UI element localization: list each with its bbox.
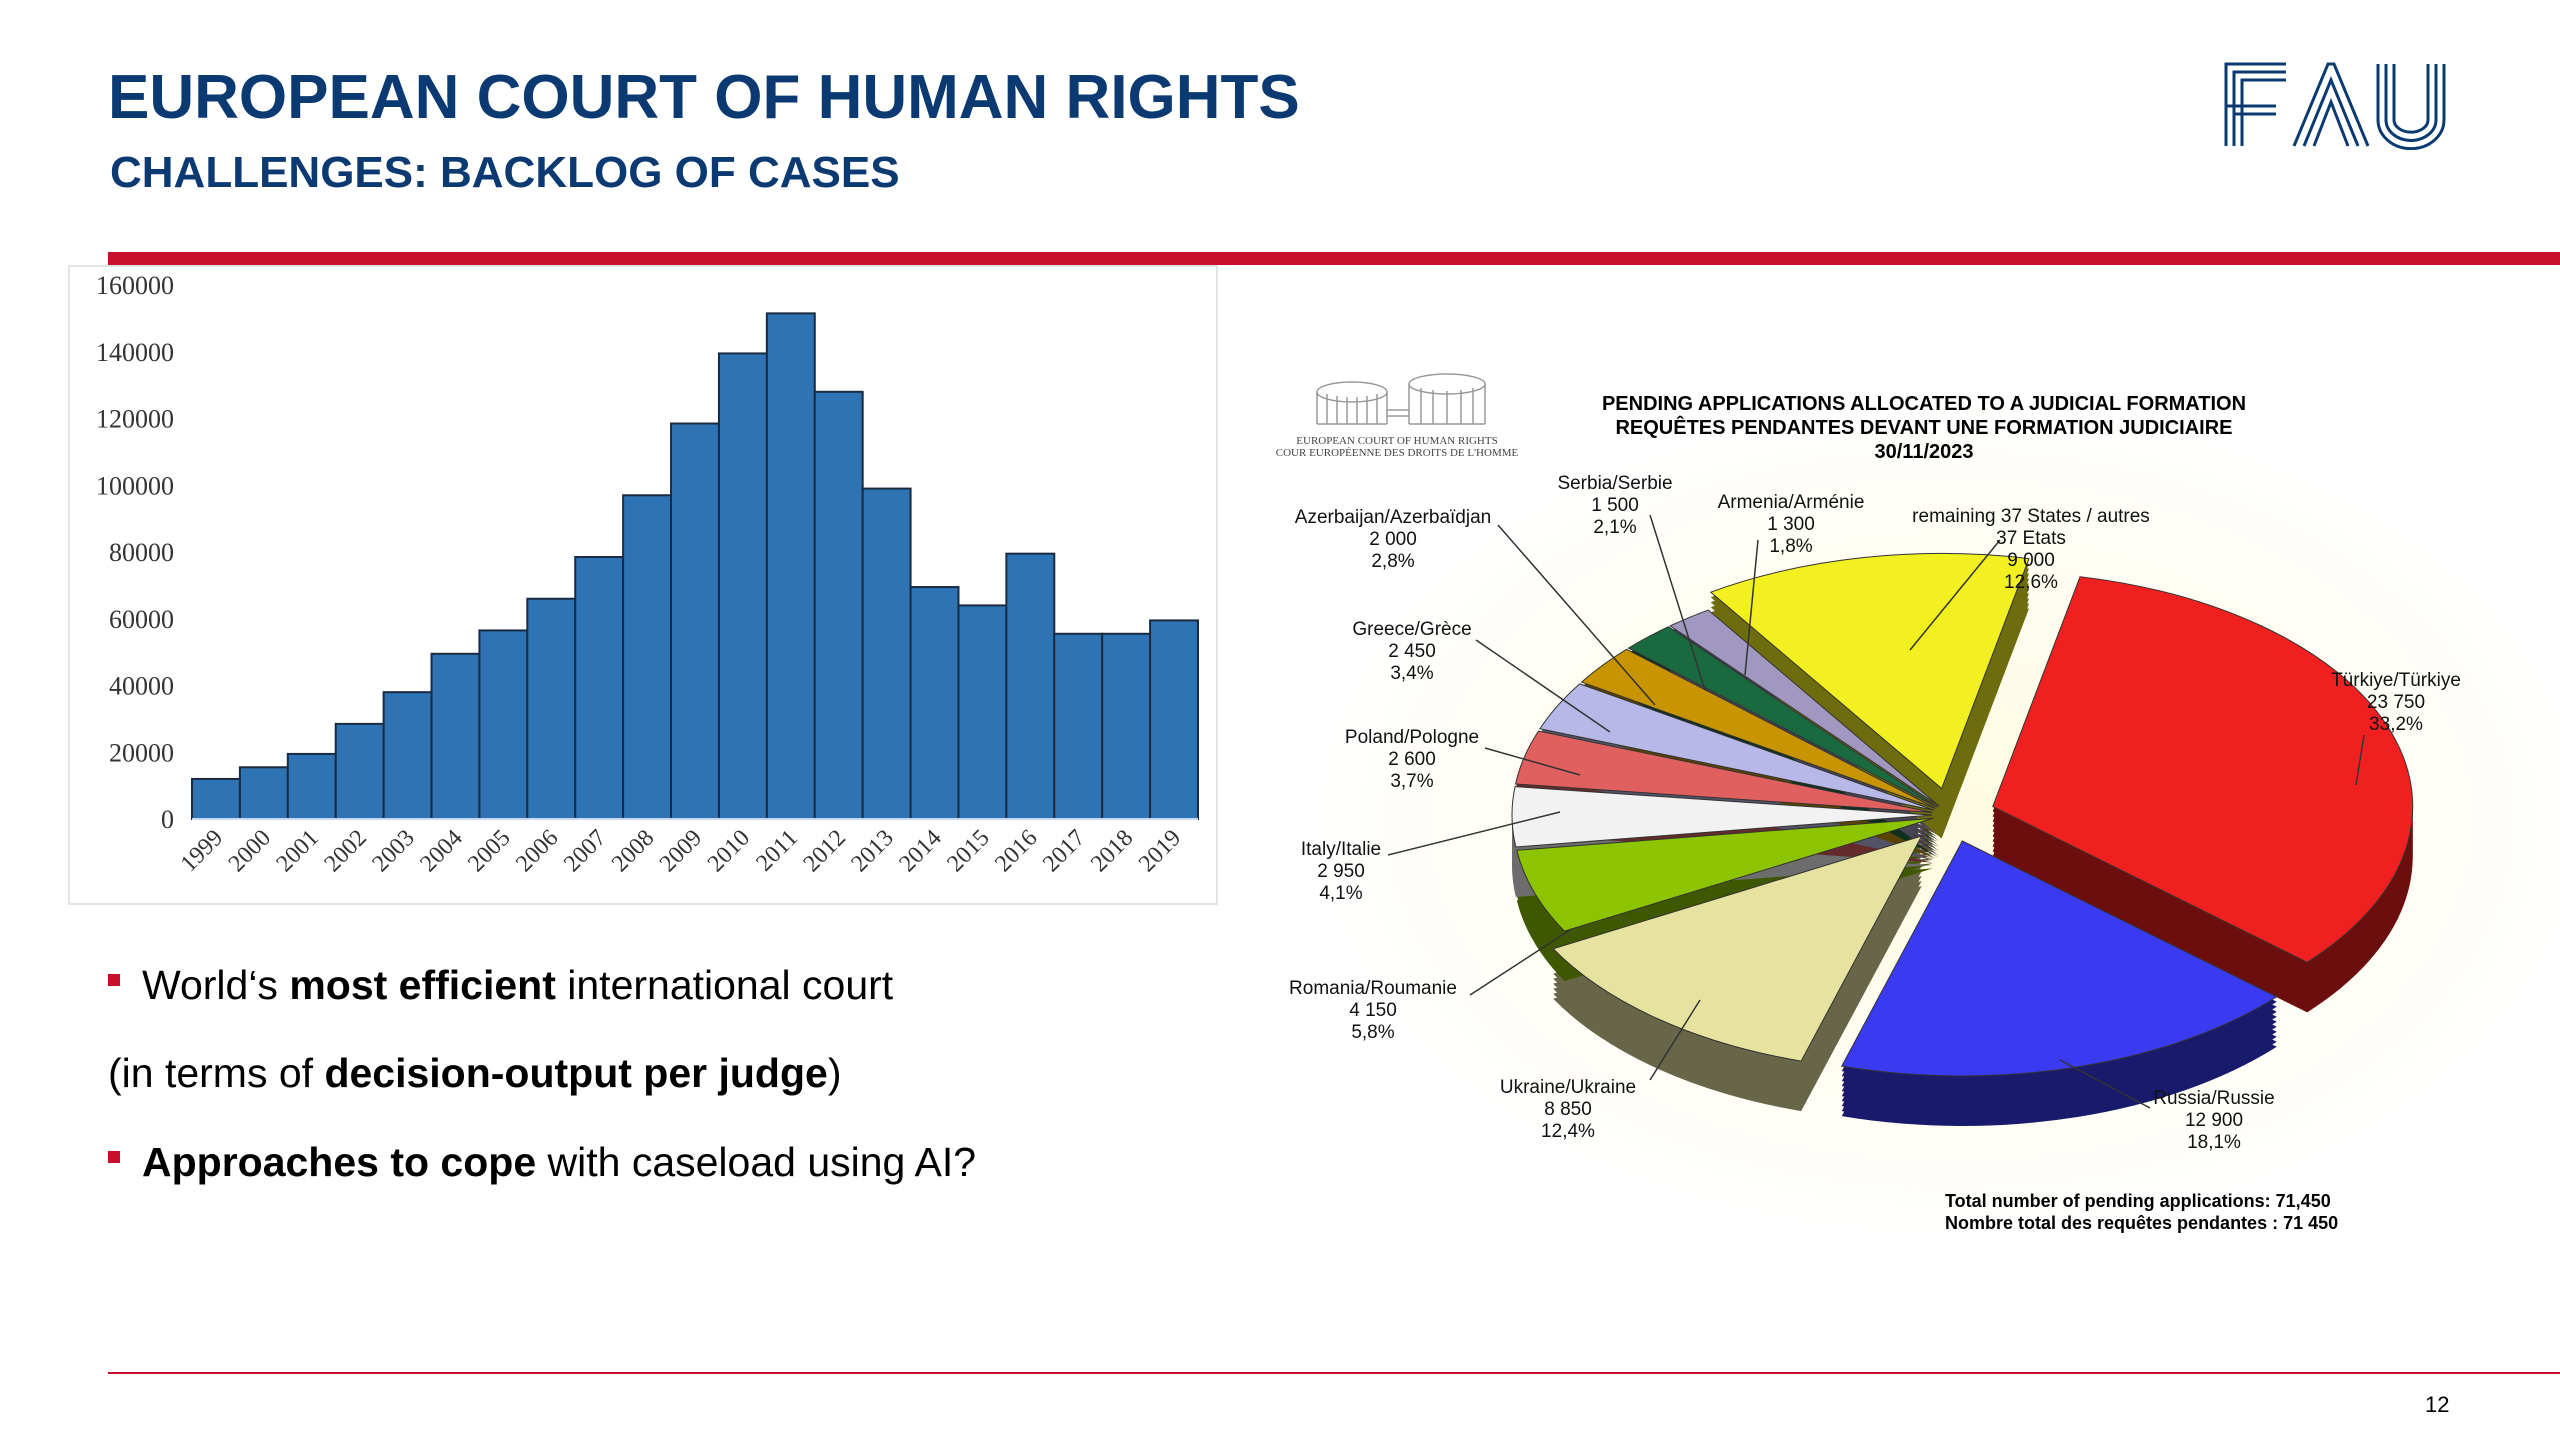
- bar-2018: [1101, 632, 1152, 820]
- pie-leader-line: [1744, 539, 1759, 676]
- court-building-icon: [1316, 373, 1486, 425]
- bar-2008: [622, 494, 673, 820]
- bar-2012: [813, 390, 864, 821]
- y-tick-label: 80000: [109, 538, 174, 567]
- total-en: Total number of pending applications: 71…: [1945, 1191, 2331, 1211]
- y-tick-label: 140000: [96, 338, 174, 367]
- pie-slice-poland: [1514, 730, 1933, 813]
- y-tick-label: 0: [161, 805, 174, 834]
- pie-leader-line: [2059, 1059, 2151, 1109]
- pie-label-poland: Poland/Pologne 2 600 3,7%: [1344, 727, 1480, 792]
- pie-label-ukraine: Ukraine/Ukraine 8 850 12,4%: [1499, 1077, 1637, 1142]
- pie-slice-azerbaijan: [1580, 648, 1936, 809]
- y-tick-label: 120000: [96, 405, 174, 434]
- bar-2015: [957, 604, 1008, 820]
- bullet-item: World‘s most efficient international cou…: [108, 962, 893, 1009]
- y-tick-label: 40000: [109, 672, 174, 701]
- bullet-text: with caseload using AI?: [536, 1139, 977, 1185]
- pie-leader-line: [1497, 524, 1656, 706]
- bullet-continuation: (in terms of decision-output per judge): [108, 1050, 841, 1097]
- pie-leader-line: [1387, 811, 1561, 856]
- pie-slice-italy: [1511, 786, 1933, 848]
- pie-label-italy: Italy/Italie 2 950 4,1%: [1300, 839, 1382, 904]
- bar-2019: [1149, 619, 1199, 821]
- pie-leader-line: [1649, 514, 1706, 691]
- bullet-bold-text: Approaches to cope: [142, 1139, 537, 1185]
- pie-slice-remaining-37-states-: [1709, 552, 2030, 790]
- y-tick-label: 20000: [109, 738, 174, 767]
- page-title: EUROPEAN COURT OF HUMAN RIGHTS: [108, 63, 1300, 132]
- header-divider: [108, 252, 2560, 265]
- pie-slice-serbia: [1627, 626, 1938, 808]
- y-tick-label: 100000: [96, 471, 174, 500]
- pie-label-greece: Greece/Grèce 2 450 3,4%: [1352, 619, 1472, 684]
- pie-date: 30/11/2023: [1874, 441, 1974, 463]
- pie-label-azerbaijan: Azerbaijan/Azerbaïdjan 2 000 2,8%: [1294, 507, 1492, 572]
- pie-label-romania: Romania/Roumanie 4 150 5,8%: [1289, 978, 1457, 1043]
- bullet-text: World‘s: [142, 962, 290, 1008]
- pie-leader-line: [1469, 929, 1571, 996]
- footer-divider: [108, 1372, 2560, 1374]
- pie-leader-line: [1909, 539, 2001, 651]
- bar-2004: [430, 652, 481, 821]
- bar-2014: [909, 586, 960, 821]
- bar-2010: [717, 352, 768, 820]
- page-subtitle: CHALLENGES: BACKLOG OF CASES: [110, 148, 900, 197]
- backlog-bar-chart: 0 20000 40000 60000 80000 100000 120000 140000 1…: [68, 265, 1218, 905]
- bar-2017: [1053, 632, 1104, 820]
- bar-2009: [670, 422, 720, 820]
- pie-label-armenia: Armenia/Arménie 1 300 1,8%: [1717, 492, 1865, 557]
- bullet-text: international court: [555, 962, 894, 1008]
- bullet-text: (in terms of: [108, 1050, 325, 1096]
- echr-logo-text-en: EUROPEAN COURT OF HUMAN RIGHTS: [1296, 435, 1498, 447]
- pie-label-remaining: remaining 37 States / autres 37 Etats 9 00…: [1912, 506, 2150, 593]
- y-tick-label: 60000: [109, 605, 174, 634]
- pie-leader-line: [2355, 734, 2365, 786]
- total-fr: Nombre total des requêtes pendantes : 71…: [1945, 1213, 2339, 1233]
- pie-label-serbia: Serbia/Serbie 1 500 2,1%: [1557, 473, 1673, 538]
- pie-slice-greece: [1539, 683, 1935, 811]
- pie-total: Total number of pending applications: 71…: [1945, 1190, 2338, 1234]
- pie-leader-line: [1649, 999, 1701, 1081]
- bullet-bold-text: most efficient: [289, 962, 556, 1008]
- page-number: 12: [2425, 1392, 2450, 1417]
- pie-label-russia: Russia/Russie 12 900 18,1%: [2153, 1088, 2275, 1153]
- bar-2013: [861, 487, 912, 820]
- echr-logo: EUROPEAN COURT OF HUMAN RIGHTS COUR EURO…: [1262, 370, 1532, 459]
- pie-label-turkiye: Türkiye/Türkiye 23 750 33,2%: [2331, 670, 2461, 735]
- pie-slice-ukraine: [1552, 835, 1923, 1062]
- pie-title: PENDING APPLICATIONS ALLOCATED TO A JUDI…: [1602, 392, 2246, 464]
- bar-2006: [526, 597, 577, 820]
- bullet-marker: [108, 1151, 120, 1164]
- pie-slice-russia: [1841, 840, 2278, 1077]
- pie-slice-türkiye: [1992, 576, 2414, 963]
- pie-title-en: PENDING APPLICATIONS ALLOCATED TO A JUDI…: [1601, 393, 2247, 415]
- pie-slice-romania: [1516, 817, 1934, 932]
- y-tick-label: 160000: [96, 271, 174, 300]
- bullet-bold-text: decision-output per judge: [324, 1050, 828, 1096]
- fau-logo: [2222, 60, 2452, 155]
- echr-logo-text-fr: COUR EUROPÉENNE DES DROITS DE L'HOMME: [1275, 447, 1519, 459]
- pie-leader-line: [1484, 747, 1581, 776]
- pie-leader-line: [1475, 639, 1611, 733]
- bar-2003: [382, 691, 433, 820]
- bullet-marker: [108, 974, 120, 987]
- bar-2002: [334, 722, 385, 821]
- bullet-item: Approaches to cope with caseload using A…: [108, 1139, 976, 1186]
- pie-title-fr: REQUÊTES PENDANTES DEVANT UNE FORMATION …: [1615, 417, 2233, 439]
- bullet-text: ): [827, 1050, 842, 1096]
- pie-slice-armenia: [1669, 609, 1940, 807]
